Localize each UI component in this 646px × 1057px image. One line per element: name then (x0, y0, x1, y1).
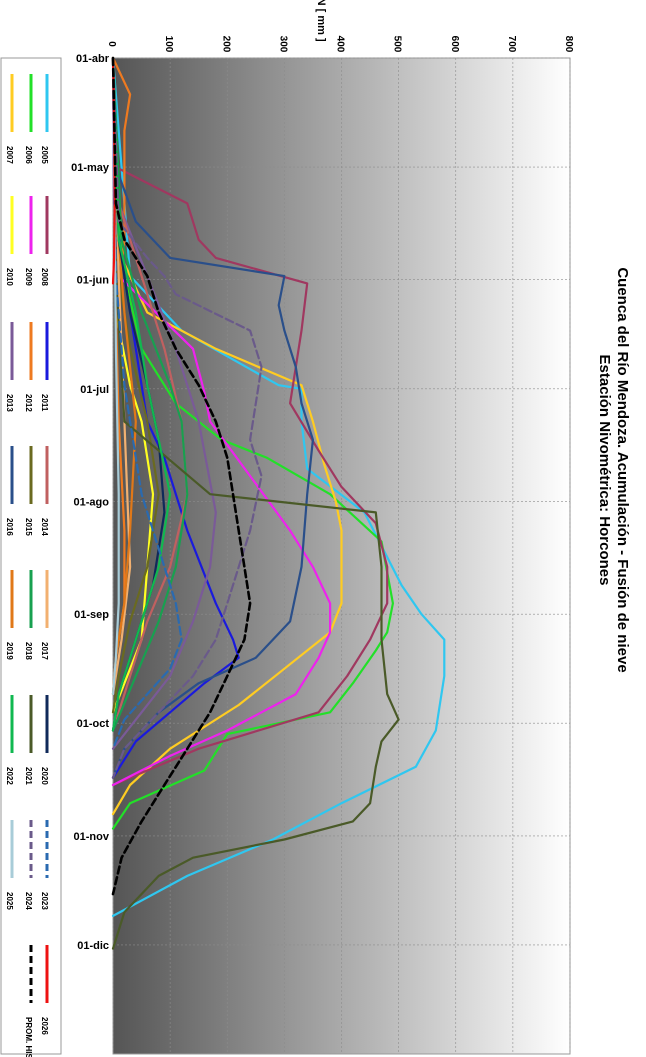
chart-subtitle: Cuenca del Río Mendoza. Acumulación - Fu… (614, 267, 631, 672)
x-tick-label: 01-ago (74, 496, 110, 508)
series-line-2013 (111, 56, 217, 750)
legend-label: 2021 (24, 767, 33, 785)
legend-item: 2010 (5, 196, 14, 286)
series-line-2022 (111, 56, 172, 732)
legend-item: 2009 (24, 196, 33, 286)
x-tick-label: 01-jun (77, 275, 110, 287)
legend-item: 2024 (24, 820, 33, 910)
legend-label: 2025 (5, 892, 14, 910)
legend-label: 2015 (24, 518, 33, 536)
legend-item: 2025 (5, 820, 14, 910)
series-line-2018 (111, 56, 189, 732)
y-tick-label: 0 (106, 41, 117, 47)
y-tick-label: 500 (392, 36, 403, 53)
legend-item: 2026 (40, 945, 49, 1035)
x-tick-label: 01-sep (74, 609, 109, 621)
legend-item: 2006 (24, 74, 33, 164)
legend-label: 2017 (40, 642, 49, 660)
y-tick-labels: 0 100 200 300 400 500 600 700 800 (106, 36, 574, 53)
grid-lines (112, 57, 571, 1054)
legend-label: PROM. HIST. (24, 1017, 33, 1057)
series-line-2016 (111, 56, 314, 779)
legend-item: 2015 (24, 446, 33, 536)
series-line-prom-hist (111, 56, 252, 896)
legend-item: 2022 (5, 695, 14, 785)
series-lines (111, 56, 446, 950)
legend-label: 2010 (5, 268, 14, 286)
x-tick-labels: 01-abr 01-may 01-jun 01-jul 01-ago 01-sep 01-o… (71, 53, 110, 952)
legend-label: 2018 (24, 642, 33, 660)
series-line-2024 (111, 56, 263, 779)
series-line-2021 (111, 56, 400, 950)
legend-label: 2006 (24, 146, 33, 164)
legend: 2005 2006 2007 2008 2009 2010 2011 2012 2013 2014… (0, 57, 62, 1057)
series-line-2009 (111, 56, 332, 787)
legend-label: 2026 (40, 1017, 49, 1035)
legend-item: 2013 (5, 322, 14, 412)
legend-item: PROM. HIST. (24, 945, 33, 1057)
legend-item: 2019 (5, 570, 14, 660)
legend-item: 2011 (40, 322, 49, 412)
legend-item: 2012 (24, 322, 33, 412)
chart-title: Estación Nivométrica: Horcones (596, 355, 613, 586)
series-line-2008 (111, 56, 389, 787)
series-line-2025 (111, 56, 120, 696)
legend-item: 2021 (24, 695, 33, 785)
x-tick-label: 01-may (71, 162, 110, 174)
legend-label: 2008 (40, 268, 49, 286)
legend-label: 2012 (24, 394, 33, 412)
legend-label: 2005 (40, 146, 49, 164)
y-tick-label: 800 (563, 36, 574, 53)
x-tick-label: 01-abr (76, 53, 110, 65)
series-line-2023 (111, 56, 183, 750)
legend-label: 2014 (40, 518, 49, 536)
x-tick-label: 01-nov (74, 831, 110, 843)
legend-label: 2007 (5, 146, 14, 164)
legend-label: 2023 (40, 892, 49, 910)
legend-label: 2022 (5, 767, 14, 785)
y-tick-label: 200 (220, 36, 231, 53)
y-tick-label: 700 (506, 36, 517, 53)
y-tick-label: 600 (449, 36, 460, 53)
legend-label: 2009 (24, 268, 33, 286)
x-tick-label: 01-jul (80, 384, 109, 396)
legend-label: 2013 (5, 394, 14, 412)
legend-label: 2016 (5, 518, 14, 536)
x-tick-label: 01-dic (77, 940, 109, 952)
y-tick-label: 100 (163, 36, 174, 53)
y-axis-label: EAN [ mm ] (315, 0, 327, 42)
y-tick-label: 400 (335, 36, 346, 53)
legend-item: 2007 (5, 74, 14, 164)
legend-item: 2018 (24, 570, 33, 660)
legend-item: 2016 (5, 446, 14, 536)
legend-item: 2023 (40, 820, 49, 910)
legend-label: 2019 (5, 642, 14, 660)
legend-item: 2020 (40, 695, 49, 785)
legend-item: 2008 (40, 196, 49, 286)
legend-item: 2014 (40, 446, 49, 536)
legend-item: 2005 (40, 74, 49, 164)
legend-item: 2017 (40, 570, 49, 660)
legend-label: 2011 (40, 394, 49, 412)
x-tick-label: 01-oct (77, 718, 110, 730)
y-tick-label: 300 (277, 36, 288, 53)
legend-label: 2024 (24, 892, 33, 910)
series-line-2005 (111, 56, 446, 918)
legend-label: 2020 (40, 767, 49, 785)
